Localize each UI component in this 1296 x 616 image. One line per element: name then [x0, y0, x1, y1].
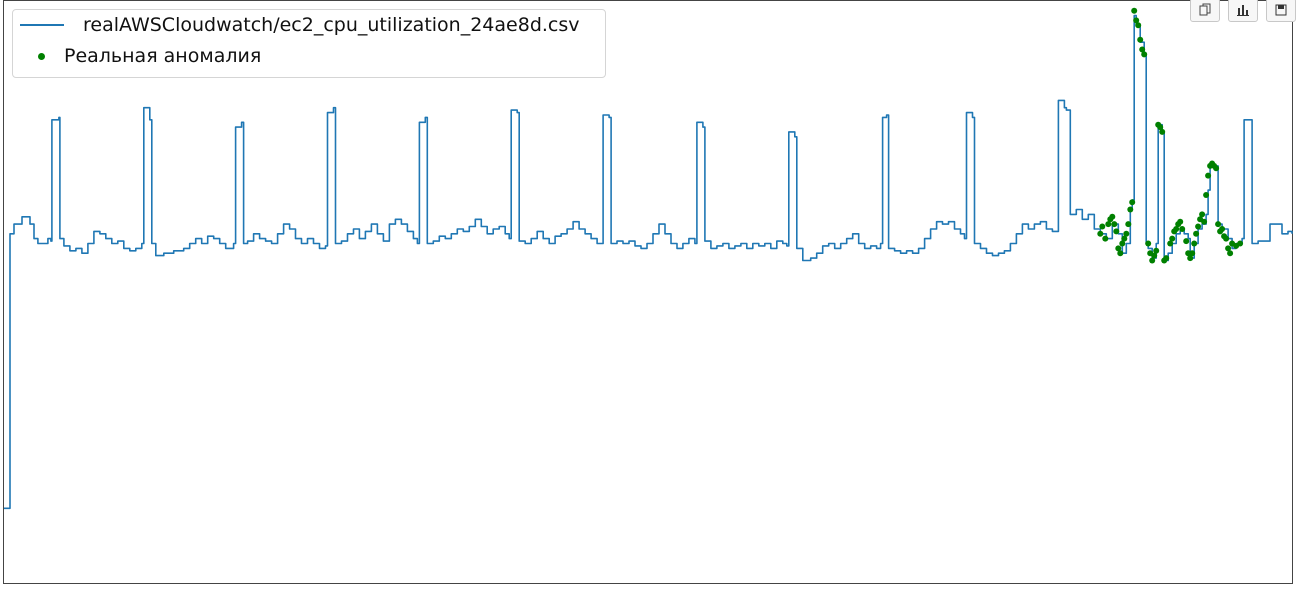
save-button[interactable] — [1266, 0, 1296, 22]
anomaly-point — [1119, 240, 1126, 247]
anomaly-point — [1117, 250, 1124, 257]
anomaly-point — [1205, 172, 1212, 179]
copy-button[interactable] — [1190, 0, 1220, 22]
anomaly-point — [1199, 211, 1206, 218]
anomaly-point — [1215, 221, 1222, 228]
anomaly-point — [1201, 218, 1208, 225]
plot-toolbar — [1190, 0, 1296, 22]
save-icon — [1275, 4, 1287, 16]
anomaly-point — [1111, 221, 1118, 228]
anomaly-point — [1109, 213, 1116, 220]
anomaly-point — [1097, 230, 1104, 237]
anomaly-point — [1159, 128, 1166, 135]
anomaly-point — [1177, 218, 1184, 225]
anomaly-point — [1153, 247, 1160, 254]
copy-icon — [1199, 3, 1211, 16]
anomaly-point — [1227, 250, 1234, 257]
anomaly-point — [1099, 223, 1106, 230]
anomaly-point — [1102, 235, 1109, 242]
anomaly-point — [1121, 235, 1128, 242]
anomaly-point — [1149, 257, 1156, 264]
legend-line-swatch — [20, 24, 64, 26]
anomaly-point — [1219, 226, 1226, 232]
anomaly-point — [1135, 22, 1142, 29]
anomaly-point — [1145, 240, 1152, 247]
anomaly-point — [1237, 240, 1244, 247]
anomaly-point — [1131, 7, 1138, 14]
anomaly-point — [1189, 250, 1196, 257]
anomaly-point — [1195, 223, 1202, 230]
anomaly-point — [1167, 240, 1174, 247]
series-line-cpu-utilization — [4, 14, 1293, 510]
legend-entry-line: realAWSCloudwatch/ec2_cpu_utilization_24… — [13, 10, 580, 40]
anomaly-point — [1141, 51, 1148, 58]
anomaly-point — [1179, 226, 1186, 232]
anomaly-point — [1203, 192, 1210, 198]
anomaly-point — [1151, 252, 1158, 259]
anomaly-point — [1213, 165, 1220, 172]
legend: realAWSCloudwatch/ec2_cpu_utilization_24… — [12, 9, 606, 78]
anomaly-point — [1125, 221, 1132, 228]
bar-chart-icon — [1237, 5, 1249, 16]
anomaly-point — [1193, 230, 1200, 237]
plot-frame — [3, 0, 1293, 584]
chart-plot-area — [4, 7, 1293, 510]
anomaly-point — [1137, 36, 1144, 43]
anomaly-point — [1133, 17, 1140, 24]
anomaly-point — [1115, 245, 1122, 252]
anomaly-point — [1223, 235, 1230, 242]
anomaly-point — [1139, 46, 1146, 53]
legend-label-anomaly: Реальная аномалия — [64, 45, 262, 67]
anomaly-point — [1123, 230, 1130, 237]
anomaly-point — [1157, 124, 1164, 131]
legend-dot-swatch — [38, 52, 45, 60]
anomaly-point — [1173, 226, 1180, 232]
anomaly-point — [1187, 255, 1194, 262]
anomaly-point — [1191, 240, 1198, 247]
legend-label-line: realAWSCloudwatch/ec2_cpu_utilization_24… — [83, 14, 580, 36]
anomaly-point — [1105, 221, 1112, 228]
anomaly-point — [1163, 255, 1170, 262]
anomaly-point — [1127, 206, 1134, 213]
anomaly-point — [1225, 245, 1232, 252]
anomaly-point — [1183, 238, 1190, 245]
chart-button[interactable] — [1228, 0, 1258, 22]
anomaly-point — [1113, 228, 1120, 235]
anomaly-point — [1129, 199, 1136, 206]
legend-entry-anomaly: Реальная аномалия — [13, 41, 261, 71]
anomaly-point — [1169, 235, 1176, 242]
